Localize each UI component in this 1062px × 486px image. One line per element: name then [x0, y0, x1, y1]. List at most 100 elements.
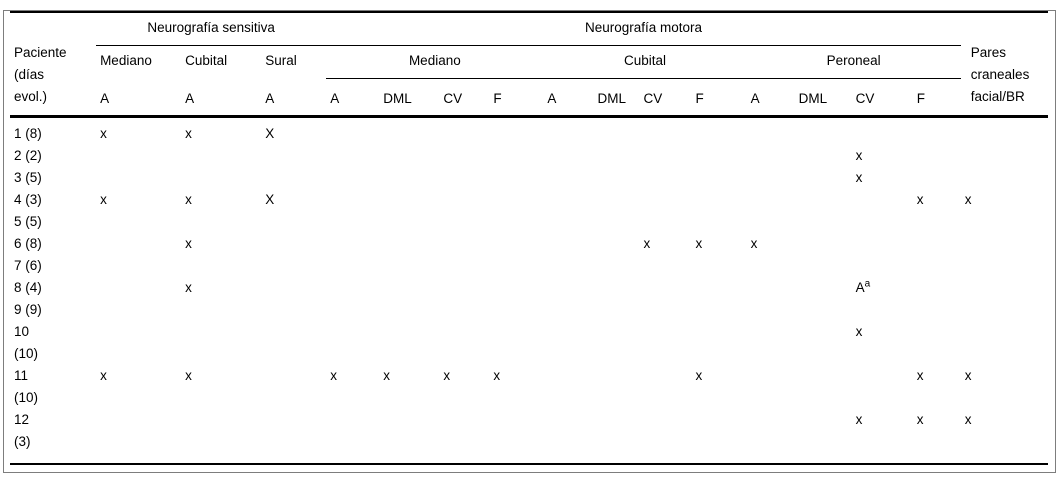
- neurography-table: Paciente (días evol.) Neurografía sensit…: [10, 11, 1048, 465]
- mark-cell: [795, 321, 852, 365]
- mark-cell: [261, 211, 326, 233]
- mark-cell: [639, 409, 691, 464]
- mark-cell: x: [185, 280, 192, 295]
- mark-cell: [261, 233, 326, 255]
- mark-cell: [439, 409, 489, 464]
- mark-cell: [326, 211, 379, 233]
- mark-cell: [379, 117, 439, 146]
- header-measure: A: [746, 78, 795, 118]
- table-row: 1 (8) x x X: [10, 117, 1048, 146]
- mark-cell: [593, 321, 639, 365]
- mark-cell: [439, 189, 489, 211]
- table-row: 3 (5) x: [10, 167, 1048, 189]
- mark-cell: [913, 167, 961, 189]
- header-group-sensory: Neurografía sensitiva: [96, 12, 327, 46]
- mark-cell: [96, 211, 181, 233]
- mark-cell: x: [916, 368, 924, 383]
- mark-cell: [96, 145, 181, 167]
- mark-cell: [543, 299, 593, 321]
- mark-cell: [96, 167, 181, 189]
- mark-cell: [593, 233, 639, 255]
- mark-cell: [692, 255, 747, 277]
- mark-cell: [96, 233, 181, 255]
- table-row: 5 (5): [10, 211, 1048, 233]
- patient-label: 8 (4): [14, 280, 42, 295]
- mark-cell: [543, 145, 593, 167]
- mark-cell: [795, 189, 852, 211]
- mark-cell: [593, 211, 639, 233]
- mark-cell: [543, 189, 593, 211]
- mark-cell: x: [100, 126, 107, 141]
- cranial-mark-cell: x: [964, 412, 972, 427]
- mark-cell: x: [100, 368, 107, 383]
- mark-cell: [852, 365, 913, 409]
- header-patient: Paciente (días evol.): [10, 12, 97, 118]
- mark-cell: [379, 211, 439, 233]
- mark-cell: [96, 255, 181, 277]
- mark-cell: [593, 255, 639, 277]
- mark-cell: [261, 167, 326, 189]
- mark-cell: [852, 255, 913, 277]
- mark-cell: [96, 409, 181, 464]
- mark-cell: [326, 189, 379, 211]
- mark-cell: x: [185, 368, 192, 383]
- mark-cell: [261, 145, 326, 167]
- mark-cell: [326, 233, 379, 255]
- mark-cell: [692, 321, 747, 365]
- mark-cell: [747, 189, 795, 211]
- mark-cell: [795, 277, 852, 299]
- mark-cell: [639, 189, 691, 211]
- mark-cell: [181, 321, 261, 365]
- mark-cell: [795, 365, 852, 409]
- mark-cell: [543, 117, 593, 146]
- mark-cell: [326, 145, 379, 167]
- header-measure: DML: [794, 78, 852, 118]
- header-nerve-mediano-sensory: Mediano: [100, 53, 152, 68]
- mark-cell: x: [643, 236, 651, 251]
- mark-cell: [379, 277, 439, 299]
- mark-cell: x: [695, 236, 703, 251]
- header-row-groups: Paciente (días evol.) Neurografía sensit…: [10, 12, 1048, 118]
- mark-cell: x: [383, 368, 391, 383]
- mark-cell: [639, 299, 691, 321]
- mark-cell: [489, 321, 543, 365]
- table-row: 9 (9): [10, 299, 1048, 321]
- mark-cell: [261, 299, 326, 321]
- mark-cell: [379, 145, 439, 167]
- mark-cell: [639, 277, 691, 299]
- cranial-mark-cell: [961, 321, 1048, 365]
- mark-cell: [639, 167, 691, 189]
- header-measure: F: [691, 78, 747, 118]
- header-measure: CV: [639, 78, 692, 118]
- cranial-mark-cell: [961, 167, 1048, 189]
- mark-cell: [852, 117, 913, 146]
- mark-cell: [795, 409, 852, 464]
- mark-cell: [489, 409, 543, 464]
- mark-cell: [439, 299, 489, 321]
- mark-cell: [379, 189, 439, 211]
- mark-cell: [593, 167, 639, 189]
- mark-cell: x: [695, 368, 703, 383]
- cranial-mark-cell: [961, 117, 1048, 146]
- mark-cell: [692, 189, 747, 211]
- mark-cell: [543, 211, 593, 233]
- mark-cell: X: [265, 126, 275, 141]
- mark-cell: [379, 233, 439, 255]
- table-row: 7 (6): [10, 255, 1048, 277]
- mark-cell: [543, 321, 593, 365]
- mark-cell: [852, 299, 913, 321]
- mark-cell: [593, 299, 639, 321]
- mark-cell: [543, 233, 593, 255]
- header-measure: DML: [379, 78, 440, 118]
- mark-cell: [913, 321, 961, 365]
- table-row: 8 (4) x Aa: [10, 277, 1048, 299]
- cranial-mark-cell: [961, 145, 1048, 167]
- mark-cell: [795, 167, 852, 189]
- mark-cell: x: [100, 192, 107, 207]
- patient-label: 7 (6): [14, 258, 42, 273]
- mark-cell: [795, 255, 852, 277]
- mark-cell: [593, 145, 639, 167]
- header-measure: A: [181, 78, 262, 118]
- mark-cell: [489, 255, 543, 277]
